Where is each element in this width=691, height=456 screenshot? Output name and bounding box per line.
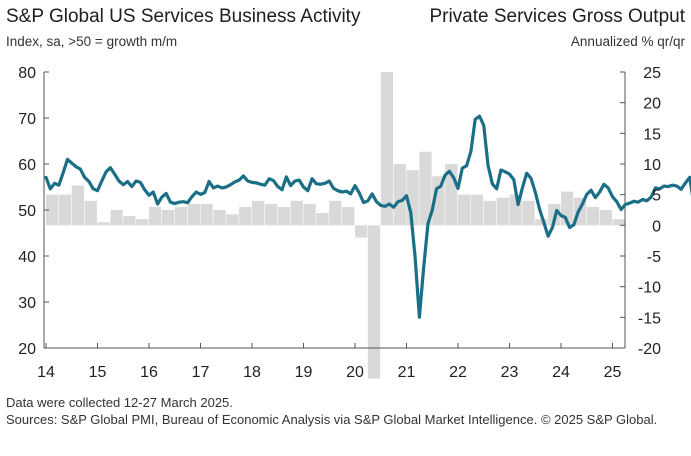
pmi-business-activity-line <box>44 114 691 319</box>
gross-output-bar <box>483 200 497 226</box>
right-tick-label: -15 <box>638 310 661 327</box>
gross-output-bar <box>380 72 394 226</box>
gross-output-bar <box>290 200 303 226</box>
x-tick-label: 17 <box>192 364 210 381</box>
gross-output-bar <box>110 210 123 226</box>
gross-output-bar <box>342 206 355 226</box>
gross-output-bars <box>46 72 625 379</box>
gross-output-bar <box>71 185 85 226</box>
right-axis-unit-label: Annualized % qr/qr <box>570 34 685 49</box>
gross-output-bar <box>136 219 149 226</box>
right-tick-label: -10 <box>638 280 661 297</box>
footnote: Data were collected 12-27 March 2025. So… <box>6 394 686 428</box>
gross-output-bar <box>252 200 265 226</box>
gross-output-bar <box>123 216 136 226</box>
left-tick-label: 30 <box>18 295 36 312</box>
left-tick-label: 50 <box>18 203 36 220</box>
gross-output-bar <box>458 194 471 226</box>
gross-output-bar <box>612 219 625 226</box>
gross-output-bar <box>46 194 59 226</box>
gross-output-bar <box>97 222 110 226</box>
gross-output-bar <box>187 203 200 226</box>
x-tick-label: 14 <box>37 364 55 381</box>
x-tick-label: 16 <box>140 364 158 381</box>
gross-output-bar <box>355 225 368 238</box>
x-tick-label: 24 <box>552 364 570 381</box>
right-tick-label: 20 <box>643 96 661 113</box>
gross-output-bar <box>174 206 188 226</box>
gross-output-bar <box>277 206 291 226</box>
x-axis-ticks: 14 15 16 17 18 19 20 21 22 23 24 25 <box>37 343 622 381</box>
right-tick-label: 5 <box>652 188 661 205</box>
gross-output-bar <box>303 203 316 226</box>
gross-output-bar <box>226 214 239 226</box>
x-tick-label: 19 <box>295 364 313 381</box>
left-tick-label: 70 <box>18 111 36 128</box>
right-tick-label: -20 <box>638 341 661 358</box>
right-tick-label: 15 <box>643 126 661 143</box>
gross-output-bar <box>239 206 252 226</box>
gross-output-bar <box>58 194 72 226</box>
gross-output-bar <box>470 194 484 226</box>
collection-note: Data were collected 12-27 March 2025. <box>6 395 233 410</box>
chart-title-right: Private Services Gross Output <box>429 6 685 27</box>
x-tick-label: 18 <box>243 364 261 381</box>
left-tick-label: 60 <box>18 157 36 174</box>
x-tick-label: 22 <box>449 364 467 381</box>
x-tick-label: 21 <box>398 364 416 381</box>
gross-output-bar <box>496 197 509 226</box>
gross-output-bar <box>522 200 535 226</box>
x-tick-label: 23 <box>501 364 519 381</box>
right-axis-ticks: 25 20 15 10 5 0 -5 -10 -15 -20 <box>620 65 661 358</box>
gross-output-bar <box>535 219 548 226</box>
gross-output-bar <box>393 164 406 226</box>
left-tick-label: 40 <box>18 249 36 266</box>
pmi-line-layer <box>44 114 691 319</box>
chart-title-left: S&P Global US Services Business Activity <box>6 6 361 27</box>
left-tick-label: 80 <box>18 65 36 82</box>
x-tick-label: 15 <box>89 364 107 381</box>
right-tick-label: 0 <box>652 218 661 235</box>
gross-output-bar <box>419 151 432 226</box>
sources-note: Sources: S&P Global PMI, Bureau of Econo… <box>6 412 658 427</box>
right-tick-label: 25 <box>643 65 661 82</box>
right-tick-label: -5 <box>647 249 661 266</box>
gross-output-bar <box>149 206 162 226</box>
left-axis-ticks: 80 70 60 50 40 30 20 <box>18 65 49 358</box>
right-tick-label: 10 <box>643 157 661 174</box>
x-tick-label: 25 <box>604 364 622 381</box>
gross-output-bar <box>599 210 612 226</box>
x-tick-label: 20 <box>346 364 364 381</box>
gross-output-bar <box>161 210 175 226</box>
gross-output-bar <box>264 203 278 226</box>
gross-output-bar <box>200 203 213 226</box>
left-axis-unit-label: Index, sa, >50 = growth m/m <box>6 34 178 49</box>
gross-output-bar <box>329 200 342 226</box>
gross-output-bar <box>84 200 97 226</box>
gross-output-bar <box>586 206 600 226</box>
gross-output-bar <box>316 213 329 226</box>
gross-output-bar <box>213 210 226 226</box>
left-tick-label: 20 <box>18 341 36 358</box>
gross-output-bar <box>367 225 381 379</box>
